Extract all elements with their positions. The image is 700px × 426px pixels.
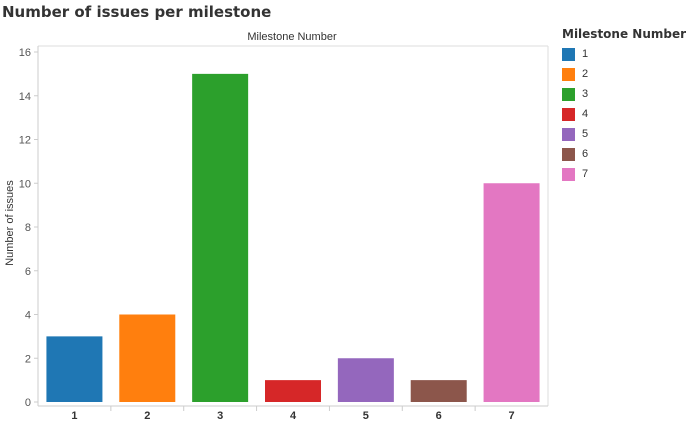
x-tick-label: 5 [363,410,369,422]
legend-label: 3 [582,88,589,100]
legend-item[interactable]: 4 [562,104,686,124]
bar [192,73,249,402]
legend-swatch [562,67,575,81]
legend-items: 1 2 3 4 5 6 7 [562,44,686,184]
y-tick-label: 10 [19,178,31,190]
legend-label: 7 [582,168,589,180]
chart-title: Number of issues per milestone [2,3,272,21]
y-tick-label: 0 [25,397,31,409]
legend-label: 4 [582,108,589,120]
legend-swatch [562,87,575,101]
x-tick-label: 1 [71,410,77,422]
x-tick-label: 2 [144,410,150,422]
legend-label: 2 [582,68,589,80]
bar [119,314,176,402]
bar [46,336,103,402]
bar-chart: Milestone Number Number of issues 0 2 4 6 8 1… [4,31,549,422]
legend-item[interactable]: 5 [562,124,686,144]
x-tick-label: 3 [217,410,223,422]
legend: Milestone Number 1 2 3 4 5 6 7 [562,27,686,184]
y-tick-label: 16 [19,47,31,59]
y-tick-label: 4 [25,310,31,322]
legend-item[interactable]: 6 [562,144,686,164]
legend-item[interactable]: 1 [562,44,686,64]
y-tick-label: 8 [25,222,31,234]
legend-swatch [562,47,575,61]
y-tick-label: 6 [25,266,31,278]
legend-swatch [562,127,575,141]
bar [265,380,321,402]
x-tick-label: 7 [509,410,515,422]
legend-swatch [562,107,575,121]
legend-label: 6 [582,148,589,160]
y-tick-label: 14 [19,91,31,103]
y-axis-label: Number of issues [4,180,16,266]
legend-label: 5 [582,128,589,140]
y-tick-label: 12 [19,135,31,147]
legend-swatch [562,167,575,181]
bar [337,358,394,402]
column-header-label: Milestone Number [247,31,337,43]
legend-item[interactable]: 3 [562,84,686,104]
x-tick-label: 4 [290,410,297,422]
bar [483,183,540,402]
legend-item[interactable]: 7 [562,164,686,184]
bar [410,380,467,402]
x-tick-label: 6 [436,410,442,422]
legend-label: 1 [582,48,589,60]
legend-item[interactable]: 2 [562,64,686,84]
legend-swatch [562,147,575,161]
legend-title: Milestone Number [562,27,687,41]
y-tick-label: 2 [25,353,31,365]
